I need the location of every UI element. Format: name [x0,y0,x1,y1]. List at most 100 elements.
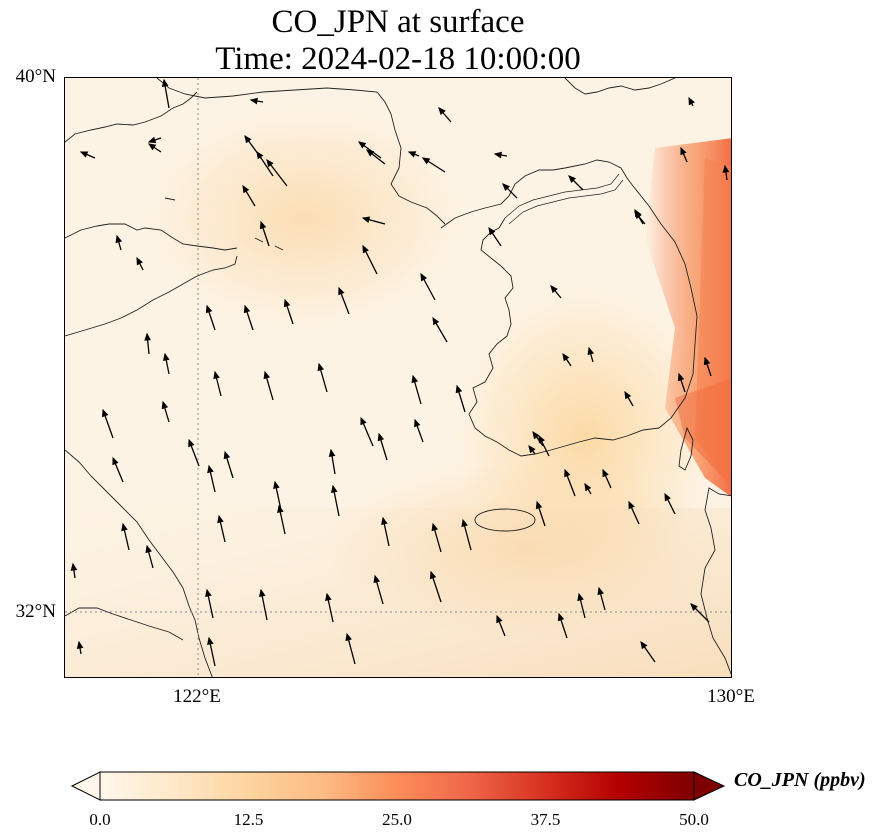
lat-label-40n: 40°N [15,66,56,87]
wind-arrow-head [640,640,648,650]
wind-arrow-head [223,450,231,460]
wind-arrow-head [338,286,345,296]
wind-arrow-head [550,285,558,294]
wind-arrow-head [258,588,266,598]
lon-label-122e: 122°E [173,686,221,707]
wind-arrow-head [161,78,169,87]
wind-arrow-head [361,216,371,223]
wind-arrow-head [438,107,446,116]
wind-arrow-head [317,362,325,372]
wind-arrow-head [362,244,369,254]
wind-arrow-head [528,444,536,454]
colorbar-extend-min [70,771,101,801]
wind-arrow-head [680,146,687,156]
wind-arrow-head [429,570,437,580]
wind-arrow-head [602,468,609,478]
wind-arrow-head [243,304,251,314]
coastline-china-north [65,91,198,143]
wind-arrow-head [628,500,635,510]
wind-arrow-head [664,492,671,502]
wind-arrow-head [263,370,271,380]
wind-arrow-head [421,157,431,165]
wind-arrow-head [407,151,417,158]
colorbar-tick-label: 37.5 [530,810,561,829]
wind-arrow-head [562,352,570,362]
colorbar [70,770,726,802]
wind-arrow-head [584,482,592,492]
coastline-korea-north [564,78,676,95]
wind-arrow-head [345,632,352,642]
wind-arrow-head [147,143,157,151]
map-panel [64,77,732,678]
colorbar-tick-label: 25.0 [382,810,412,829]
coastline-shandong-islands [164,197,284,251]
wind-arrow-head [690,603,698,611]
wind-arrow-head [328,448,336,457]
wind-arrow-head [677,372,685,382]
wind-vectors [70,78,730,667]
colorbar-body [99,771,695,801]
wind-arrow-head [136,256,143,266]
wind-arrow-head [535,500,543,510]
wind-arrow-head [70,562,78,571]
coastline-shandong [65,255,238,337]
wind-arrow-head [145,544,152,554]
title-variable: CO_JPN at surface [271,4,525,40]
colorbar-tick-label: 12.5 [233,810,264,829]
wind-arrow-head [488,226,496,236]
wind-arrow-head [634,211,642,220]
wind-arrow-head [366,149,375,157]
wind-arrow-head [242,184,250,194]
wind-arrow-head [205,588,212,598]
lat-label-32n: 32°N [15,601,56,622]
jeju-island [474,508,536,532]
wind-arrow-head [144,332,151,341]
wind-arrow-head [266,159,274,168]
wind-arrow-head [414,418,421,428]
coastline-korea-south [468,217,660,457]
coastline-liaodong [156,78,446,225]
wind-arrow-head [147,136,157,144]
wind-arrow-head [373,574,381,584]
wind-arrow-head [493,151,502,159]
wind-arrow-head [381,516,388,526]
wind-arrow-head [79,151,89,158]
wind-arrow-head [557,612,565,622]
wind-arrow-head [461,518,468,528]
wind-arrow-head [330,484,338,494]
wind-arrow-head [538,434,545,444]
wind-arrow-head [360,416,367,426]
map-canvas [65,78,731,677]
wind-arrow-head [420,272,428,282]
colorbar-extend-max [693,771,726,801]
wind-arrow-head [597,586,604,596]
coastline-korea-east [632,185,698,429]
wind-arrow-head [577,592,584,602]
wind-arrow-head [564,468,571,478]
wind-arrow-head [624,390,632,400]
wind-arrow-head [377,432,385,442]
wind-arrow-head [115,234,123,244]
map-title: CO_JPN at surface Time: 2024-02-18 10:00… [0,4,796,78]
wind-arrow-head [273,480,280,490]
coastline-korea-dmz [504,173,620,219]
co-concentration-field [65,78,731,677]
coastline-jiangsu [65,449,213,677]
wind-arrow-head [161,400,169,410]
wind-arrow-head [162,352,170,362]
wind-arrow-head [213,370,220,380]
wind-arrow-head [205,304,213,314]
wind-arrow-head [325,592,332,602]
colorbar-label: CO_JPN (ppbv) [734,769,866,791]
wind-arrow-head [532,430,540,440]
wind-arrow-head [244,134,252,144]
lon-label-130e: 130°E [707,686,755,707]
wind-arrow-head [277,504,284,514]
title-time: Time: 2024-02-18 10:00:00 [215,41,581,77]
wind-arrow-head [722,164,730,173]
wind-arrow-head [496,614,503,624]
wind-arrow-head [249,97,258,105]
wind-arrow-head [502,183,510,191]
wind-arrow-head [102,408,109,418]
coastline-korea-west [440,159,634,229]
